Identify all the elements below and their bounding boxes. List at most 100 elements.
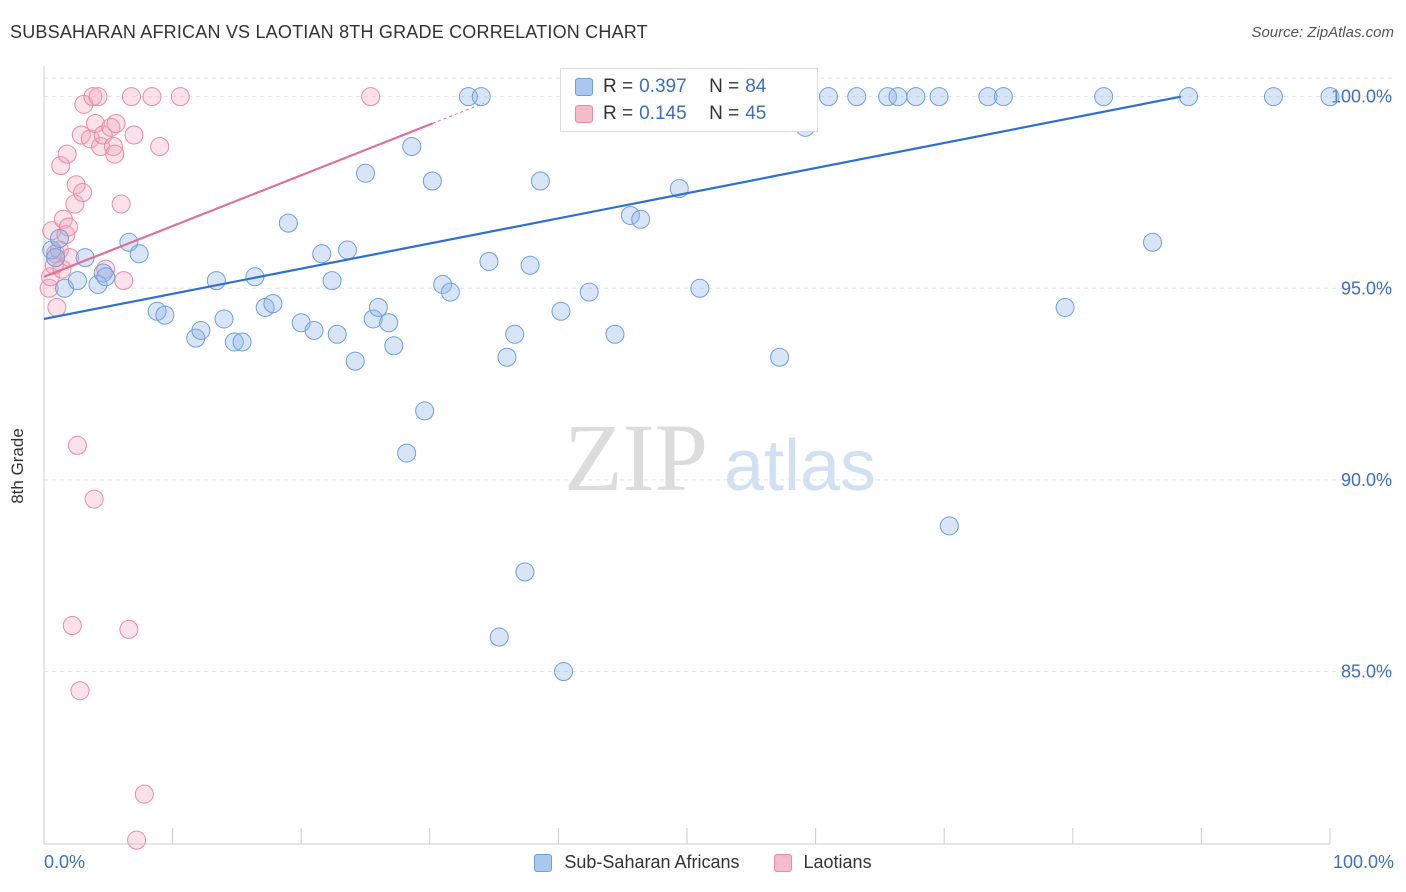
subsaharan-point bbox=[479, 251, 499, 271]
legend-label: Sub-Saharan Africans bbox=[564, 852, 740, 872]
r-label: R = bbox=[603, 103, 634, 124]
laotian-point bbox=[134, 784, 154, 804]
watermark-zip: ZIP bbox=[564, 404, 708, 511]
trend-lines bbox=[43, 95, 1182, 321]
subsaharan-point bbox=[690, 278, 710, 298]
grid-lines bbox=[44, 77, 1392, 673]
laotian-point bbox=[73, 182, 93, 202]
subsaharan-point bbox=[337, 240, 357, 260]
laotian-trend-extension bbox=[432, 102, 484, 124]
subsaharan-point bbox=[96, 267, 116, 287]
subsaharan-point bbox=[363, 309, 383, 329]
n-value: 84 bbox=[745, 76, 767, 97]
subsaharan-trend-line bbox=[43, 95, 1182, 321]
subsaharan-point bbox=[505, 324, 525, 344]
subsaharan-point bbox=[579, 282, 599, 302]
y-tick-label: 90.0% bbox=[1341, 470, 1392, 490]
subsaharan-point bbox=[384, 336, 404, 356]
laotian-point bbox=[127, 830, 147, 850]
laotian-point bbox=[114, 271, 134, 291]
subsaharan-point bbox=[551, 301, 571, 321]
subsaharan-point bbox=[46, 248, 66, 268]
legend-label: Laotians bbox=[803, 852, 872, 872]
y-axis-label: 8th Grade bbox=[8, 428, 27, 504]
laotian-point bbox=[62, 616, 82, 636]
subsaharan-point bbox=[620, 205, 640, 225]
subsaharan-point bbox=[433, 274, 453, 294]
subsaharan-point bbox=[906, 87, 926, 107]
subsaharan-point bbox=[345, 351, 365, 371]
laotian-point bbox=[101, 117, 121, 137]
subsaharan-point bbox=[155, 305, 175, 325]
y-tick-label: 85.0% bbox=[1341, 662, 1392, 682]
subsaharan-point bbox=[605, 324, 625, 344]
subsaharan-point bbox=[1055, 297, 1075, 317]
subsaharan-point bbox=[878, 87, 898, 107]
subsaharan-point bbox=[770, 347, 790, 367]
subsaharan-point bbox=[554, 662, 574, 682]
r-label: R = bbox=[603, 76, 634, 97]
laotian-point bbox=[70, 681, 90, 701]
r-value: 0.397 bbox=[639, 76, 687, 97]
laotian-point bbox=[361, 87, 381, 107]
subsaharan-points bbox=[42, 87, 1340, 682]
subsaharan-point bbox=[88, 274, 108, 294]
laotian-point bbox=[84, 489, 104, 509]
subsaharan-point bbox=[939, 516, 959, 536]
subsaharan-point bbox=[497, 347, 517, 367]
laotian-point bbox=[103, 136, 123, 156]
laotian-point bbox=[142, 87, 162, 107]
subsaharan-point bbox=[1094, 87, 1114, 107]
subsaharan-point bbox=[49, 228, 69, 248]
subsaharan-point bbox=[312, 244, 332, 264]
laotian-point bbox=[85, 113, 105, 133]
chart-title: SUBSAHARAN AFRICAN VS LAOTIAN 8TH GRADE … bbox=[10, 22, 648, 42]
subsaharan-point bbox=[993, 87, 1013, 107]
watermark: ZIP atlas bbox=[564, 404, 876, 511]
subsaharan-point bbox=[929, 87, 949, 107]
x-tick-label-min: 0.0% bbox=[44, 852, 86, 872]
laotian-point bbox=[170, 87, 190, 107]
stats-swatch-blue bbox=[575, 78, 593, 96]
laotian-point bbox=[124, 125, 144, 145]
n-label: N = bbox=[709, 103, 740, 124]
laotian-point bbox=[47, 297, 67, 317]
subsaharan-point bbox=[515, 562, 535, 582]
axes bbox=[43, 66, 1331, 845]
subsaharan-point bbox=[356, 163, 375, 183]
subsaharan-point bbox=[530, 171, 550, 191]
legend-item-subsaharan[interactable]: Sub-Saharan Africans bbox=[534, 852, 740, 873]
n-label: N = bbox=[709, 76, 740, 97]
subsaharan-point bbox=[304, 320, 324, 340]
subsaharan-point bbox=[422, 171, 442, 191]
laotian-point bbox=[51, 156, 71, 176]
laotian-point bbox=[57, 144, 77, 164]
subsaharan-point bbox=[888, 87, 908, 107]
laotian-point bbox=[83, 87, 103, 107]
subsaharan-point bbox=[322, 271, 342, 291]
legend-swatch-pink bbox=[773, 853, 792, 872]
legend-item-laotians[interactable]: Laotians bbox=[773, 852, 872, 873]
subsaharan-point bbox=[67, 271, 87, 291]
laotian-point bbox=[88, 87, 108, 107]
subsaharan-point bbox=[1263, 87, 1283, 107]
n-value: 45 bbox=[745, 103, 767, 124]
source-label: Source: ZipAtlas.com bbox=[1251, 24, 1394, 41]
subsaharan-point bbox=[978, 87, 998, 107]
subsaharan-point bbox=[520, 255, 540, 275]
stats-row-pink: R = 0.145 N = 45 bbox=[575, 102, 766, 126]
y-tick-labels: 85.0% 90.0% 95.0% 100.0% bbox=[1331, 87, 1392, 682]
laotian-point bbox=[67, 435, 87, 455]
laotian-point bbox=[66, 175, 86, 195]
subsaharan-point bbox=[327, 324, 347, 344]
subsaharan-point bbox=[402, 136, 422, 156]
stats-box: R = 0.397 N = 84 R = 0.145 N = 45 bbox=[560, 68, 818, 132]
subsaharan-point bbox=[191, 320, 211, 340]
x-tick-label-max: 100.0% bbox=[1332, 852, 1394, 872]
watermark-atlas: atlas bbox=[724, 426, 876, 506]
legend-swatch-blue bbox=[534, 853, 553, 872]
legend: Sub-Saharan Africans Laotians bbox=[0, 852, 1406, 873]
laotian-point bbox=[121, 87, 141, 107]
subsaharan-point bbox=[214, 309, 234, 329]
